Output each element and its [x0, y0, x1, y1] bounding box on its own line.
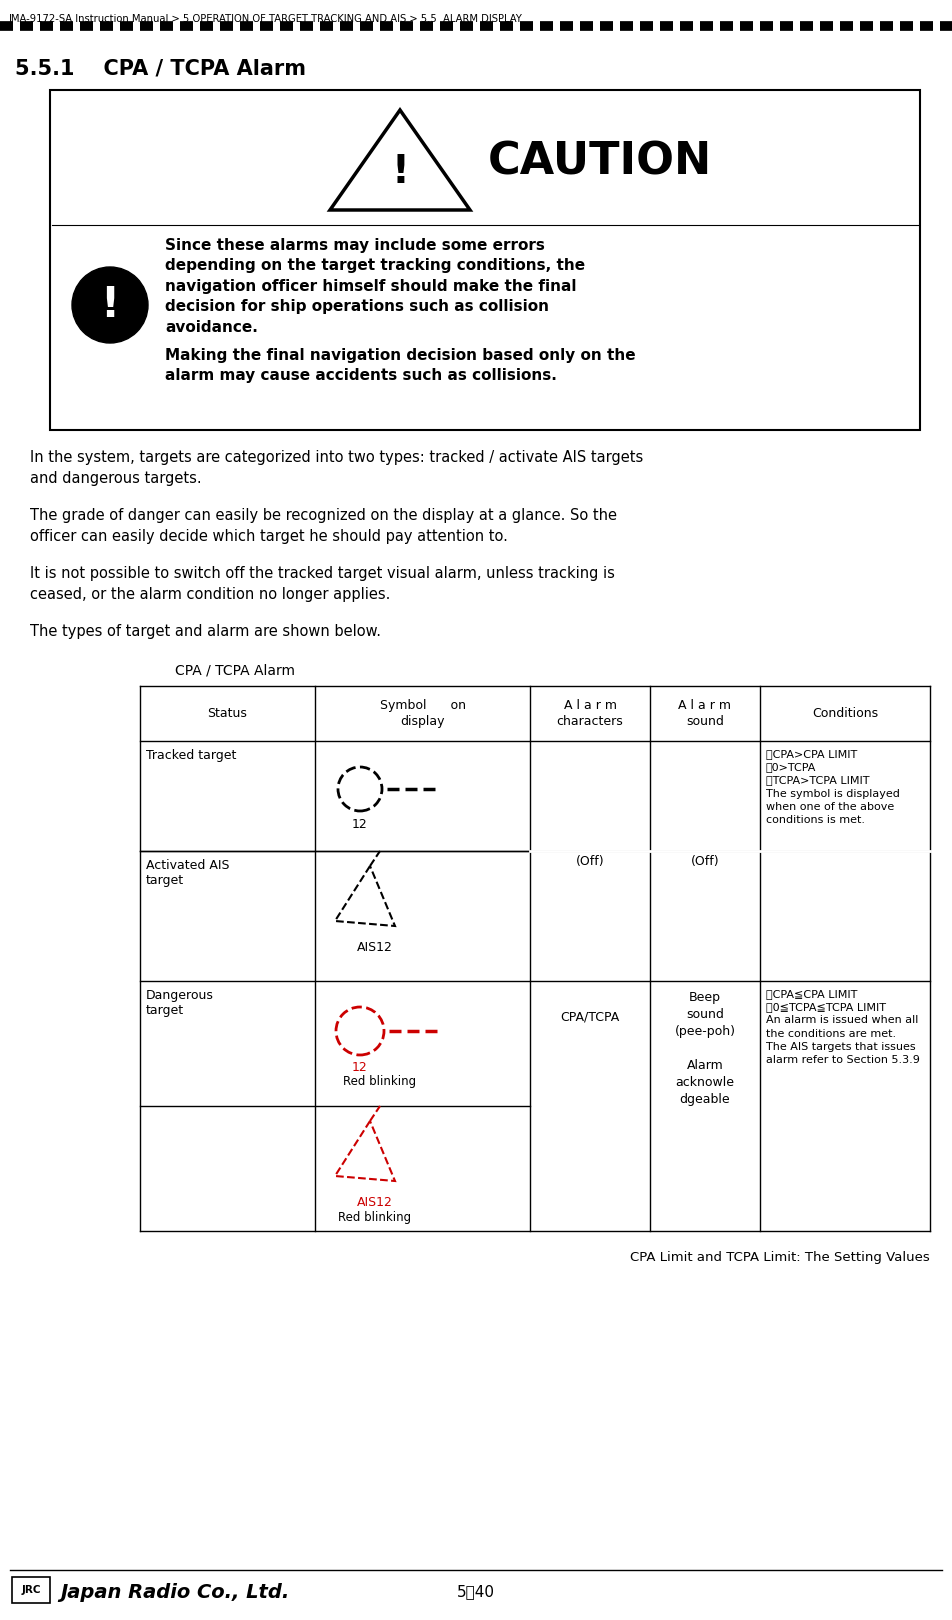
- Text: Dangerous
target: Dangerous target: [146, 988, 214, 1017]
- Text: !: !: [101, 284, 120, 326]
- Text: The grade of danger can easily be recognized on the display at a glance. So the
: The grade of danger can easily be recogn…: [30, 509, 617, 544]
- Bar: [50, 91, 920, 429]
- Text: Activated AIS
target: Activated AIS target: [146, 859, 229, 888]
- Text: !: !: [391, 152, 409, 191]
- Text: Conditions: Conditions: [812, 706, 878, 719]
- Text: CPA / TCPA Alarm: CPA / TCPA Alarm: [175, 664, 295, 679]
- Text: Tracked target: Tracked target: [146, 748, 236, 761]
- Text: It is not possible to switch off the tracked target visual alarm, unless trackin: It is not possible to switch off the tra…: [30, 565, 615, 603]
- Text: 12: 12: [352, 818, 367, 831]
- Text: A l a r m
sound: A l a r m sound: [679, 698, 731, 727]
- Text: CAUTION: CAUTION: [488, 141, 712, 183]
- Text: ・CPA>CPA LIMIT
・0>TCPA
・TCPA>TCPA LIMIT
The symbol is displayed
when one of the : ・CPA>CPA LIMIT ・0>TCPA ・TCPA>TCPA LIMIT …: [766, 748, 900, 825]
- Circle shape: [72, 267, 148, 343]
- Text: Status: Status: [208, 706, 248, 719]
- Text: 5－40: 5－40: [457, 1584, 495, 1599]
- Text: The types of target and alarm are shown below.: The types of target and alarm are shown …: [30, 624, 381, 638]
- Text: CPA/TCPA: CPA/TCPA: [561, 1011, 620, 1024]
- Text: Beep
sound
(pee-poh)

Alarm
acknowle
dgeable: Beep sound (pee-poh) Alarm acknowle dgea…: [675, 991, 736, 1106]
- Bar: [12, 1576, 50, 1604]
- Text: Since these alarms may include some errors
depending on the target tracking cond: Since these alarms may include some erro…: [165, 238, 585, 335]
- Text: In the system, targets are categorized into two types: tracked / activate AIS ta: In the system, targets are categorized i…: [30, 450, 644, 486]
- Text: 12: 12: [352, 1061, 367, 1074]
- Text: Symbol      on
display: Symbol on display: [380, 698, 466, 727]
- Text: JMA-9172-SA Instruction Manual > 5.OPERATION OF TARGET TRACKING AND AIS > 5.5  A: JMA-9172-SA Instruction Manual > 5.OPERA…: [8, 15, 522, 24]
- Text: (Off): (Off): [576, 854, 605, 867]
- Text: AIS12: AIS12: [357, 1196, 393, 1209]
- Text: JRC: JRC: [21, 1584, 41, 1596]
- Text: AIS12: AIS12: [357, 941, 393, 954]
- Text: ・CPA≦CPA LIMIT
・0≦TCPA≦TCPA LIMIT
An alarm is issued when all
the conditions are: ・CPA≦CPA LIMIT ・0≦TCPA≦TCPA LIMIT An ala…: [766, 988, 920, 1064]
- Text: (Off): (Off): [691, 854, 720, 867]
- Text: Red blinking: Red blinking: [339, 1212, 411, 1225]
- Text: A l a r m
characters: A l a r m characters: [557, 698, 624, 727]
- Text: Japan Radio Co., Ltd.: Japan Radio Co., Ltd.: [60, 1583, 289, 1602]
- Text: 5.5.1    CPA / TCPA Alarm: 5.5.1 CPA / TCPA Alarm: [15, 58, 306, 78]
- Text: Red blinking: Red blinking: [344, 1076, 417, 1089]
- Text: Making the final navigation decision based only on the
alarm may cause accidents: Making the final navigation decision bas…: [165, 348, 636, 384]
- Text: CPA Limit and TCPA Limit: The Setting Values: CPA Limit and TCPA Limit: The Setting Va…: [630, 1251, 930, 1264]
